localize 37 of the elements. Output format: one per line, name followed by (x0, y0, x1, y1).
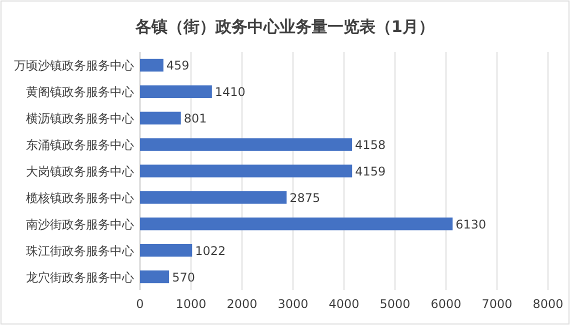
bar (140, 85, 212, 98)
y-tick-label: 东涌镇政务服务中心 (26, 138, 134, 152)
bar (140, 191, 287, 204)
y-tick-label: 大岗镇政务服务中心 (26, 164, 134, 178)
data-label: 2875 (290, 190, 320, 205)
x-tick-label: 3000 (278, 297, 308, 311)
bar (140, 58, 164, 72)
bar (140, 164, 352, 178)
data-label: 459 (166, 58, 190, 73)
bar (140, 112, 181, 124)
x-tick-label: 5000 (380, 297, 410, 311)
data-label: 570 (172, 270, 195, 284)
data-label: 6130 (456, 217, 486, 232)
x-tick-label: 4000 (328, 297, 360, 311)
y-tick-label: 万顷沙镇政务服务中心 (14, 58, 134, 73)
y-tick-label: 榄核镇政务服务中心 (26, 190, 134, 205)
bar (140, 218, 453, 230)
x-tick-label: 7000 (482, 297, 512, 311)
x-tick-label: 6000 (430, 297, 462, 311)
bar (140, 244, 192, 257)
x-tick-label: 1000 (176, 297, 206, 311)
x-tick-label: 8000 (532, 297, 564, 311)
bar (140, 138, 352, 151)
x-tick-label: 0 (136, 297, 144, 311)
chart-title: 各镇（街）政务中心业务量一览表（1月） (134, 17, 435, 36)
data-label: 801 (184, 112, 207, 126)
data-label: 4159 (355, 164, 386, 178)
data-label: 4158 (355, 138, 386, 152)
x-tick-label: 2000 (226, 297, 258, 311)
y-tick-label: 黄阁镇政务服务中心 (26, 85, 134, 100)
y-tick-label: 横沥镇政务服务中心 (26, 112, 134, 126)
bar (140, 270, 170, 284)
y-tick-label: 龙穴街政务服务中心 (26, 270, 134, 284)
data-label: 1410 (214, 85, 246, 100)
y-tick-label: 珠江街政务服务中心 (26, 244, 134, 258)
y-tick-label: 南沙街政务服务中心 (26, 217, 134, 232)
data-label: 1022 (195, 244, 226, 258)
